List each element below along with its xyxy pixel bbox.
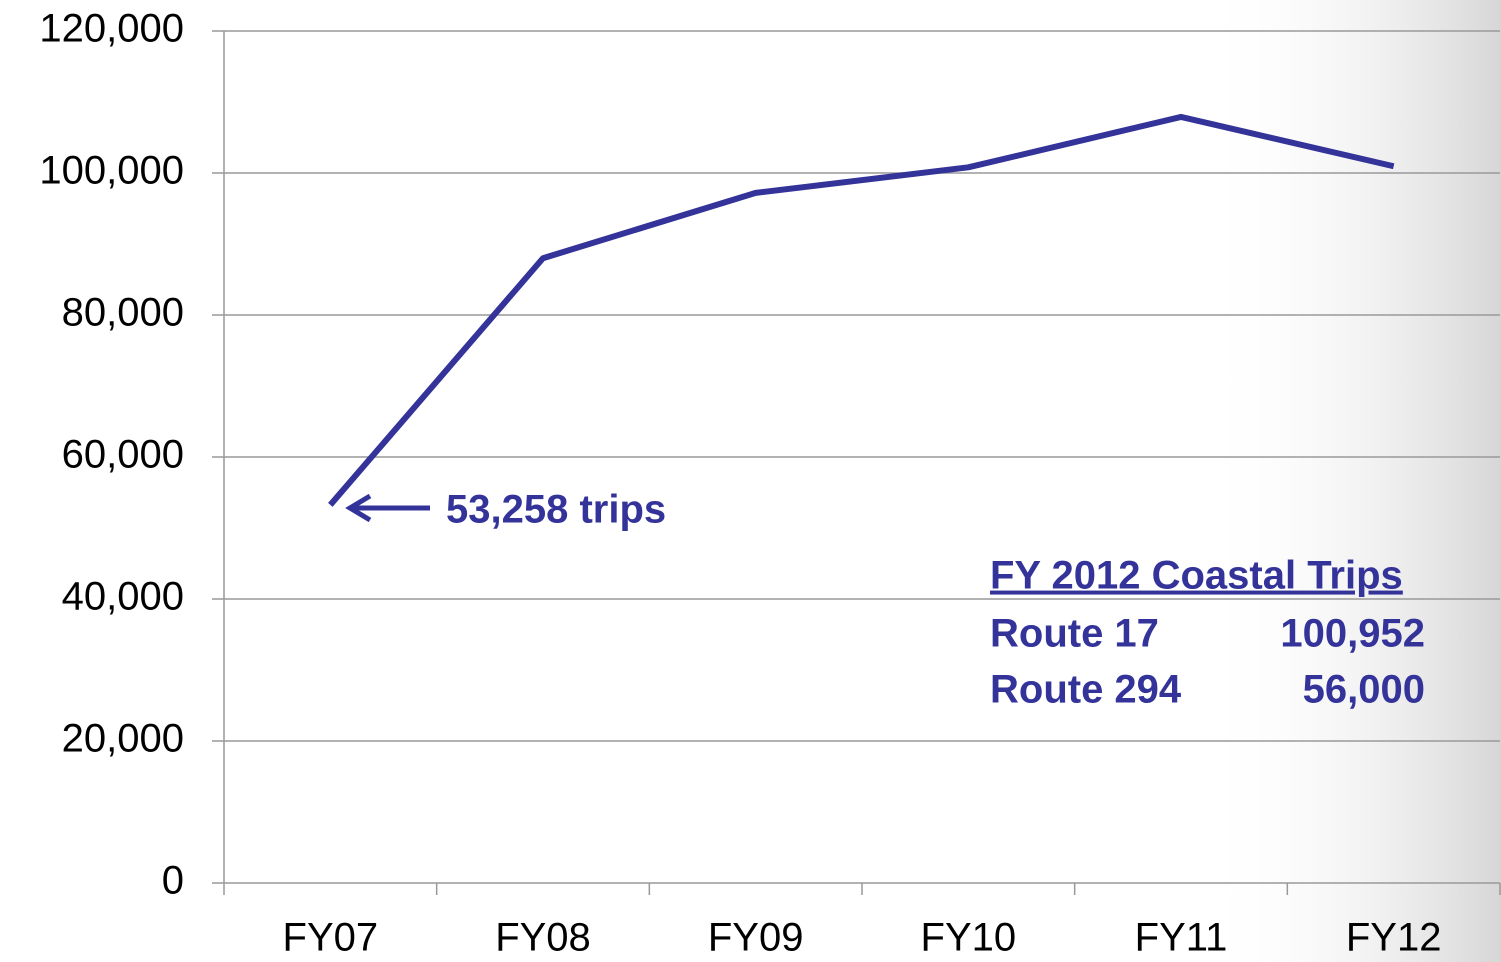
x-tick-label: FY11	[1135, 916, 1228, 960]
y-tick-label: 60,000	[62, 433, 184, 477]
annotation: 53,258 trips	[446, 488, 666, 532]
y-tick-label: 120,000	[39, 7, 184, 51]
chart: 0 20,000 40,000 60,000 80,000 100,000 120,000 F…	[0, 0, 1501, 962]
y-tick-label: 0	[162, 859, 184, 903]
table-title: FY 2012 Coastal Trips	[990, 554, 1403, 598]
x-tick-label: FY09	[708, 916, 804, 960]
x-tick-label: FY07	[283, 916, 379, 960]
table-label: Route 294	[990, 668, 1182, 712]
y-tick-label: 80,000	[62, 291, 184, 335]
y-tick-label: 100,000	[39, 149, 184, 193]
table-value: 100,952	[1280, 612, 1425, 656]
x-tick-label: FY12	[1346, 916, 1442, 960]
table-value: 56,000	[1303, 668, 1425, 712]
background-photo	[1200, 0, 1501, 962]
x-tick-label: FY10	[921, 916, 1017, 960]
x-tick-label: FY08	[495, 916, 591, 960]
table-label: Route 17	[990, 612, 1159, 656]
y-tick-label: 20,000	[62, 717, 184, 761]
y-tick-label: 40,000	[62, 575, 184, 619]
